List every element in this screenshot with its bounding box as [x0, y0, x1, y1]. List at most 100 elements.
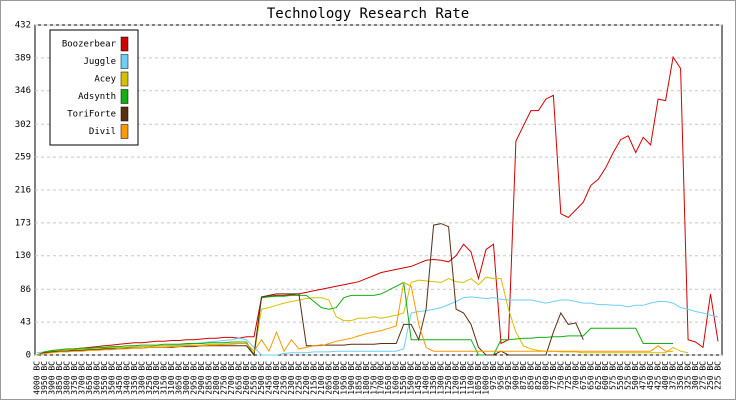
x-tick-label: 2700 BC: [227, 361, 236, 395]
x-tick-label: 1200 BC: [452, 361, 461, 395]
x-tick-label: 375 BC: [669, 361, 678, 390]
x-tick-label: 1700 BC: [377, 361, 386, 395]
x-tick-label: 2100 BC: [317, 361, 326, 395]
series-line: [36, 223, 584, 357]
x-tick-label: 900 BC: [511, 361, 520, 390]
x-tick-label: 3550 BC: [100, 361, 109, 395]
y-tick-label: 0: [26, 351, 31, 361]
legend-label: Acey: [94, 75, 116, 85]
legend-swatch: [120, 124, 129, 139]
x-tick-label: 1050 BC: [474, 361, 483, 395]
x-tick-label: 3500 BC: [107, 361, 116, 395]
legend-label: Juggle: [83, 57, 116, 67]
x-tick-label: 2850 BC: [205, 361, 214, 395]
x-tick-label: 2200 BC: [302, 361, 311, 395]
x-tick-label: 3000 BC: [182, 361, 191, 395]
x-tick-label: 875 BC: [519, 361, 528, 390]
x-tick-label: 1250 BC: [444, 361, 453, 395]
x-tick-label: 2500 BC: [257, 361, 266, 395]
x-tick-label: 1000 BC: [482, 361, 491, 395]
legend-swatch: [120, 106, 129, 122]
legend-label: ToriForte: [67, 110, 116, 120]
x-tick-label: 2250 BC: [294, 361, 303, 395]
x-tick-label: 650 BC: [586, 361, 595, 390]
x-tick-label: 2600 BC: [242, 361, 251, 395]
x-tick-label: 775 BC: [549, 361, 558, 390]
x-tick-label: 800 BC: [541, 361, 550, 390]
x-tick-label: 3200 BC: [152, 361, 161, 395]
x-tick-label: 350 BC: [676, 361, 685, 390]
x-tick-label: 275 BC: [699, 361, 708, 390]
x-tick-label: 825 BC: [534, 361, 543, 390]
x-tick-label: 2750 BC: [220, 361, 229, 395]
x-tick-label: 675 BC: [579, 361, 588, 390]
y-tick-label: 346: [15, 86, 31, 96]
x-tick-label: 600 BC: [601, 361, 610, 390]
legend-swatch: [120, 71, 129, 87]
x-tick-label: 1450 BC: [414, 361, 423, 395]
x-tick-label: 3750 BC: [70, 361, 79, 395]
x-tick-label: 1500 BC: [407, 361, 416, 395]
legend-label: Adsynth: [78, 92, 116, 102]
legend-label: Boozerbear: [62, 40, 117, 50]
y-tick-label: 130: [15, 251, 31, 261]
x-tick-label: 2000 BC: [332, 361, 341, 395]
x-tick-label: 1300 BC: [437, 361, 446, 395]
x-tick-label: 3450 BC: [115, 361, 124, 395]
legend-swatch: [120, 89, 129, 104]
x-tick-label: 450 BC: [646, 361, 655, 390]
x-tick-label: 2800 BC: [212, 361, 221, 395]
y-tick-label: 86: [20, 285, 31, 295]
x-tick-label: 3250 BC: [145, 361, 154, 395]
series-line: [36, 281, 674, 356]
legend-swatch: [120, 54, 129, 69]
x-tick-label: 2150 BC: [309, 361, 318, 395]
x-tick-label: 750 BC: [556, 361, 565, 390]
x-tick-label: 1400 BC: [422, 361, 431, 395]
x-tick-label: 1150 BC: [459, 361, 468, 395]
x-tick-label: 300 BC: [691, 361, 700, 390]
x-tick-label: 850 BC: [526, 361, 535, 390]
x-tick-label: 225 BC: [714, 361, 723, 390]
x-tick-label: 3100 BC: [167, 361, 176, 395]
x-tick-label: 3700 BC: [77, 361, 86, 395]
x-tick-label: 625 BC: [594, 361, 603, 390]
x-tick-label: 3800 BC: [62, 361, 71, 395]
x-tick-label: 325 BC: [684, 361, 693, 390]
x-tick-label: 2400 BC: [272, 361, 281, 395]
y-tick-label: 302: [15, 120, 31, 130]
x-tick-label: 3050 BC: [175, 361, 184, 395]
x-tick-label: 2450 BC: [264, 361, 273, 395]
x-tick-label: 2050 BC: [324, 361, 333, 395]
y-tick-label: 173: [15, 218, 31, 228]
x-tick-label: 3350 BC: [130, 361, 139, 395]
series-line: [36, 281, 674, 357]
x-tick-label: 2650 BC: [235, 361, 244, 395]
x-tick-label: 1550 BC: [399, 361, 408, 395]
x-tick-label: 1650 BC: [384, 361, 393, 395]
x-tick-label: 500 BC: [631, 361, 640, 390]
x-tick-label: 400 BC: [661, 361, 670, 390]
y-tick-label: 432: [15, 21, 31, 31]
x-tick-label: 1900 BC: [347, 361, 356, 395]
legend-swatch: [120, 36, 129, 52]
x-tick-label: 525 BC: [624, 361, 633, 390]
y-tick-label: 43: [20, 318, 31, 328]
x-tick-label: 425 BC: [654, 361, 663, 390]
x-tick-label: 975 BC: [489, 361, 498, 390]
x-tick-label: 725 BC: [564, 361, 573, 390]
x-tick-label: 3600 BC: [92, 361, 101, 395]
x-tick-label: 2300 BC: [287, 361, 296, 395]
x-tick-label: 575 BC: [609, 361, 618, 390]
x-tick-label: 475 BC: [639, 361, 648, 390]
x-tick-label: 550 BC: [616, 361, 625, 390]
x-tick-label: 1800 BC: [362, 361, 371, 395]
x-tick-label: 3900 BC: [47, 361, 56, 395]
x-tick-label: 2350 BC: [279, 361, 288, 395]
series-line: [36, 276, 689, 357]
chart-title: Technology Research Rate: [267, 6, 469, 22]
x-tick-label: 3650 BC: [85, 361, 94, 395]
x-tick-label: 2900 BC: [197, 361, 206, 395]
legend-label: Divil: [89, 127, 116, 137]
